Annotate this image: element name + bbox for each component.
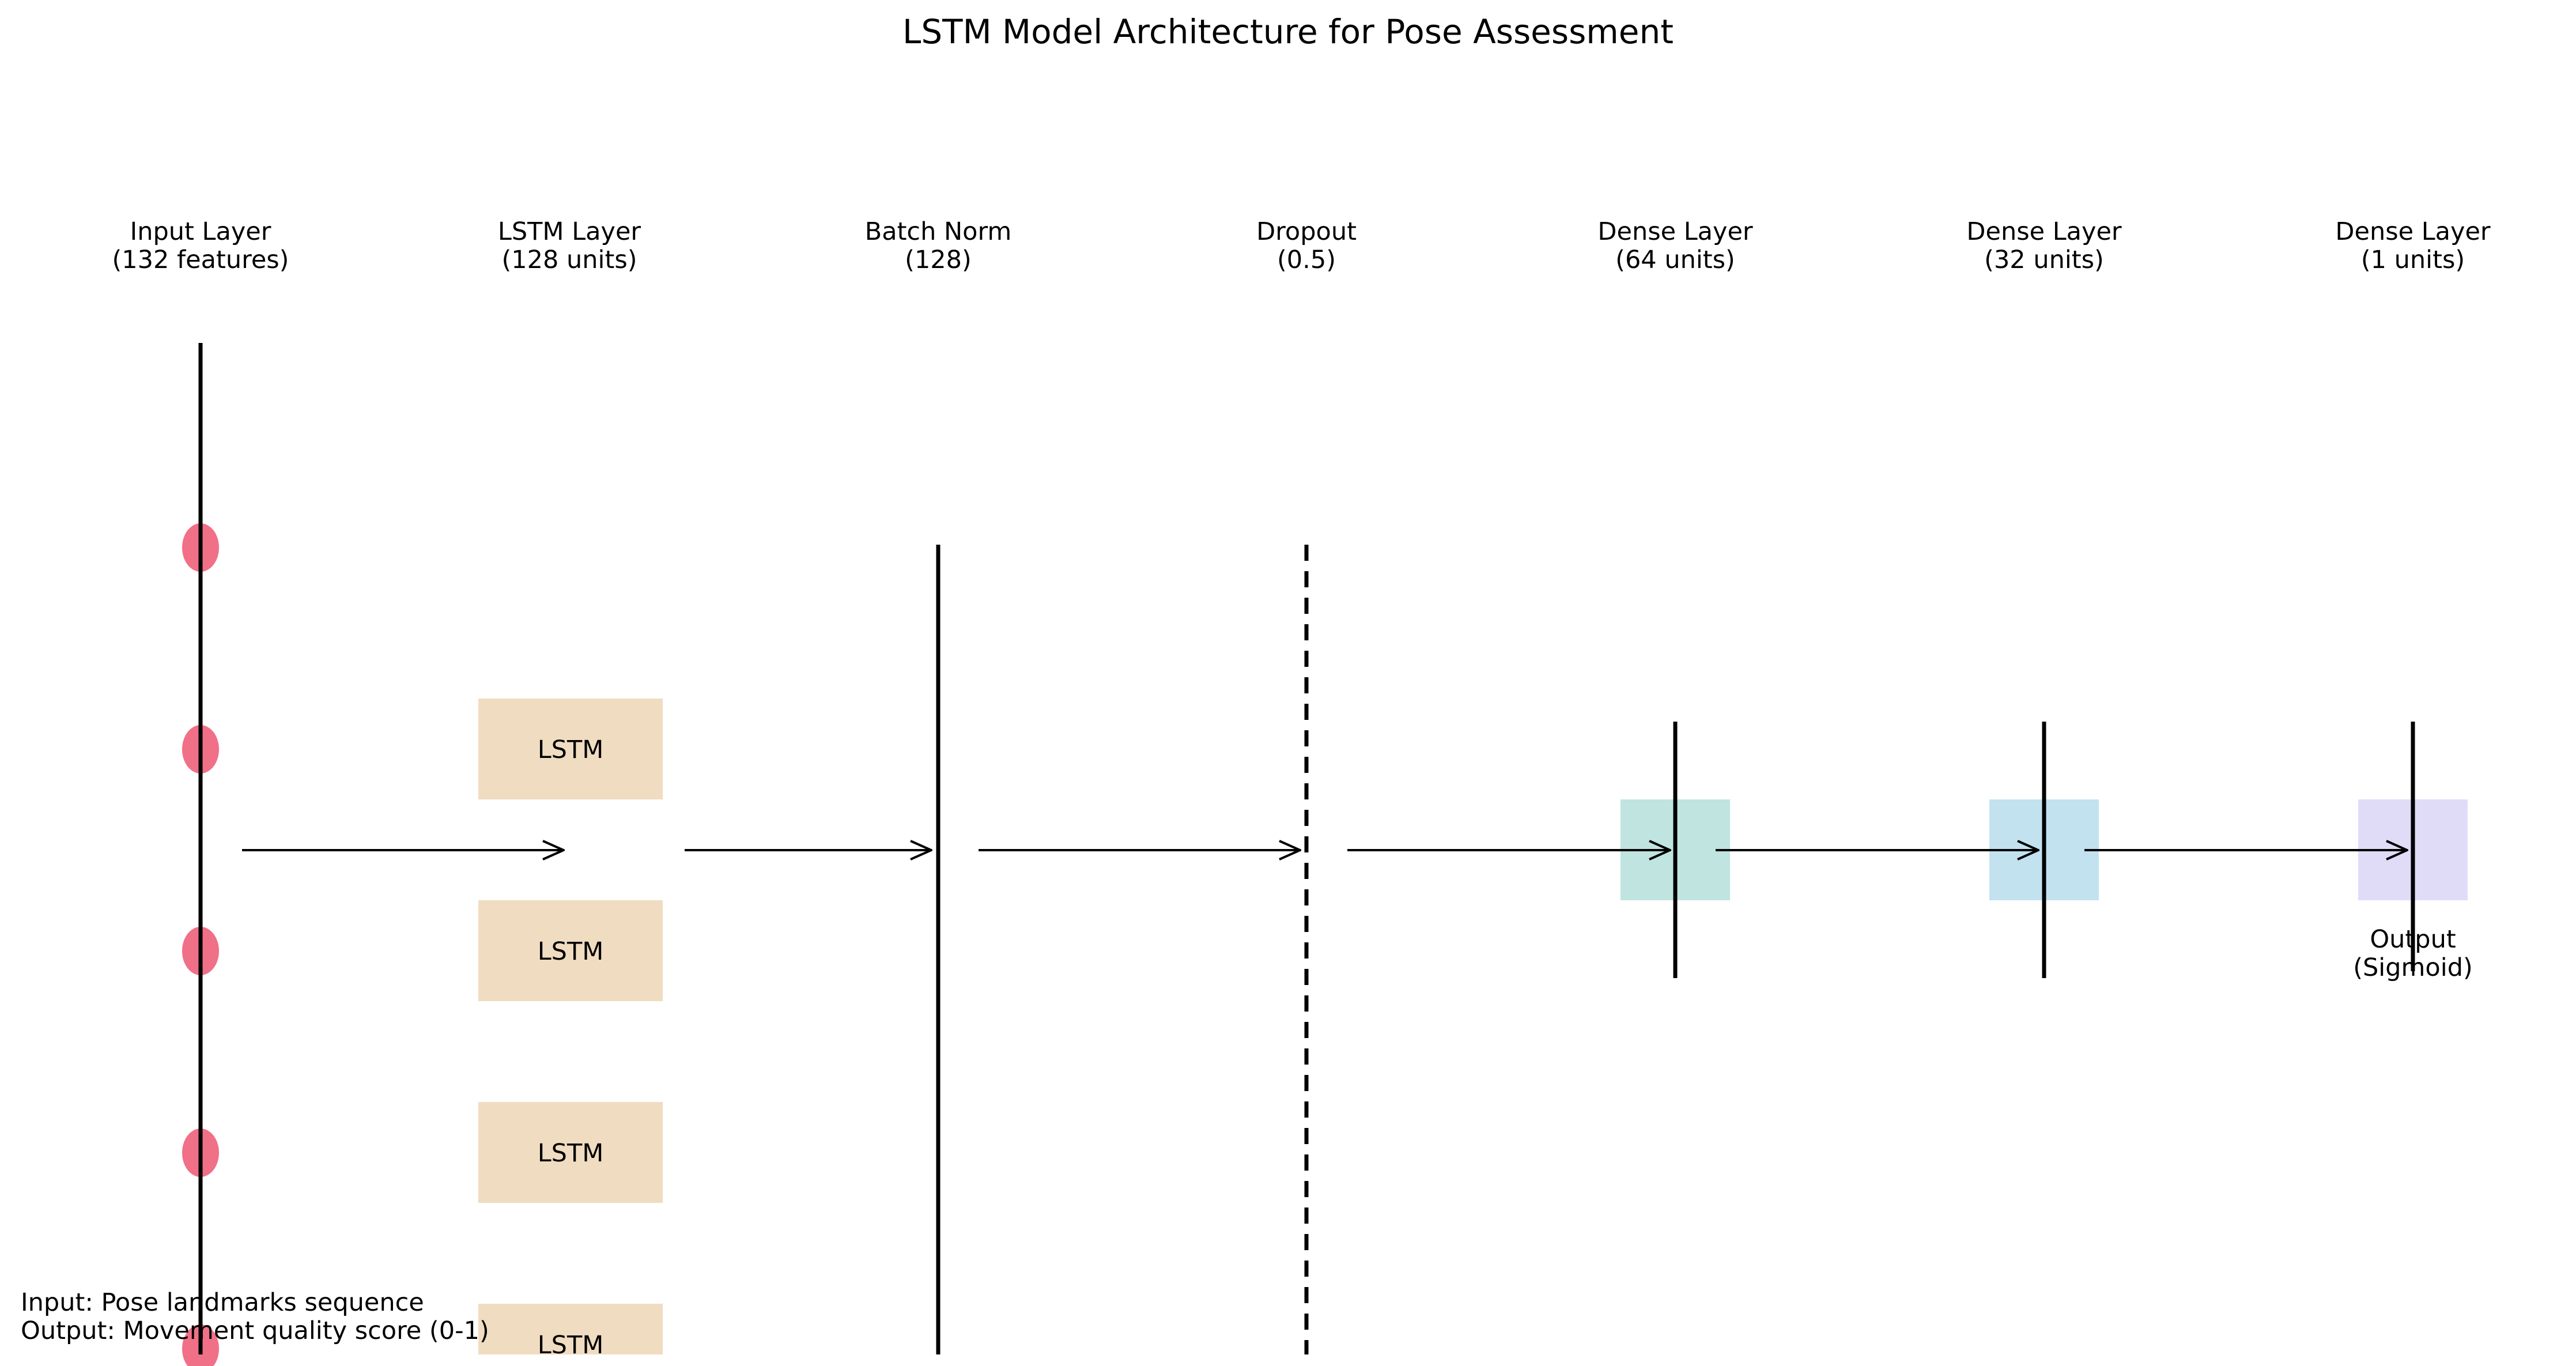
layer-name: Dense Layer (1966, 217, 2122, 246)
output-note-activation: (Sigmoid) (2353, 953, 2473, 982)
layer-detail: (32 units) (1984, 246, 2104, 274)
layer-label-5: Dense Layer (64 units) (1474, 218, 1877, 274)
footnote-input: Input: Pose landmarks sequence (21, 1288, 424, 1317)
footnote: Input: Pose landmarks sequence Output: M… (21, 1289, 489, 1345)
lstm-cell-label: LSTM (538, 937, 604, 966)
lstm-cell-label: LSTM (538, 735, 604, 764)
layer-name: Dropout (1256, 217, 1357, 246)
footnote-output: Output: Movement quality score (0-1) (21, 1316, 489, 1345)
layer-name: Dense Layer (2335, 217, 2491, 246)
lstm-cell-2 (478, 900, 663, 1001)
diagram-title: LSTM Model Architecture for Pose Assessm… (902, 12, 1674, 51)
layer-name: Dense Layer (1597, 217, 1753, 246)
lstm-cell-1 (478, 699, 663, 799)
layer-name: Batch Norm (864, 217, 1012, 246)
lstm-cell-4 (478, 1304, 663, 1354)
layer-detail: (128) (905, 246, 972, 274)
layer-detail: (128 units) (501, 246, 637, 274)
lstm-cell-3 (478, 1102, 663, 1203)
layer-detail: (132 features) (112, 246, 289, 274)
layer-label-2: LSTM Layer (128 units) (368, 218, 771, 274)
layer-label-7: Dense Layer (1 units) (2211, 218, 2576, 274)
lstm-cell-label: LSTM (538, 1331, 604, 1360)
output-note-title: Output (2370, 925, 2456, 954)
layer-label-4: Dropout (0.5) (1105, 218, 1508, 274)
layer-detail: (64 units) (1615, 246, 1735, 274)
layer-detail: (1 units) (2360, 246, 2465, 274)
layer-label-3: Batch Norm (128) (736, 218, 1140, 274)
lstm-cell-label: LSTM (538, 1139, 604, 1168)
layer-label-6: Dense Layer (32 units) (1842, 218, 2246, 274)
layer-name: LSTM Layer (497, 217, 641, 246)
layer-name: Input Layer (130, 217, 271, 246)
layer-detail: (0.5) (1277, 246, 1336, 274)
layer-label-1: Input Layer (132 features) (0, 218, 402, 274)
